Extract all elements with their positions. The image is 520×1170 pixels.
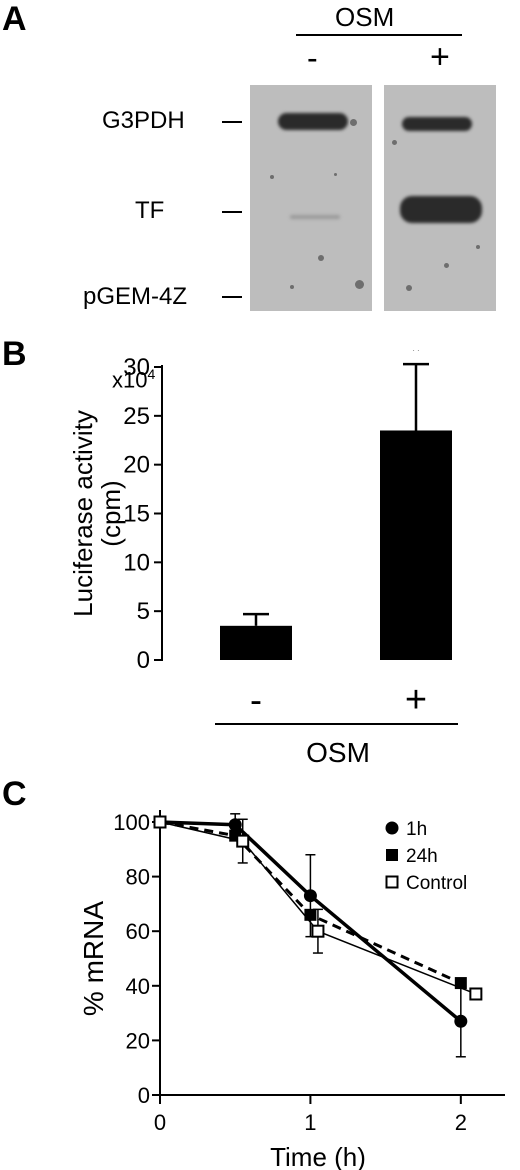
legend-marker-1h xyxy=(385,821,399,835)
legend-label-1h: 1h xyxy=(406,819,427,840)
y-tick-label: 80 xyxy=(126,865,150,890)
x-tick-label: 1 xyxy=(304,1110,316,1135)
row-tick-tf xyxy=(222,211,242,213)
osm-bracket-line xyxy=(296,34,462,36)
multiplier-exponent: 4 xyxy=(147,366,156,382)
y-axis-label: Luciferase activity(cpm) xyxy=(68,410,126,617)
gel-speck xyxy=(350,119,357,126)
y-tick-label: 60 xyxy=(126,919,150,944)
y-tick-label: 40 xyxy=(126,974,150,999)
y-axis-label-line1: Luciferase activity xyxy=(68,410,98,617)
series-line-control xyxy=(159,821,477,995)
luciferase-bar-chart: 0 5 10 15 20 25 30 - + * OSM Luciferase activity(cp… xyxy=(68,350,458,768)
data-point-control xyxy=(469,987,483,1001)
multiplier-base: x10 xyxy=(112,367,148,393)
legend-marker-24h xyxy=(386,849,398,861)
x-tick-label: 2 xyxy=(455,1110,467,1135)
y-tick-label: 15 xyxy=(123,501,150,528)
osm-treatment-label: OSM xyxy=(335,2,395,32)
gel-speck xyxy=(334,173,337,176)
gel-speck xyxy=(318,255,324,261)
gel-lane-minus xyxy=(250,85,372,311)
bar-plus xyxy=(380,430,452,660)
tf-band-plus xyxy=(400,196,482,223)
gel-speck xyxy=(444,263,449,268)
mrna-decay-chart: 0 20 40 60 80 100 0 1 2 Time (h) % mRNA 1h 24h Contro… xyxy=(78,810,505,1170)
panel-c-letter: C xyxy=(2,775,27,813)
y-tick-label: 10 xyxy=(123,549,150,576)
tf-band-minus-faint xyxy=(290,215,340,219)
legend-marker-control xyxy=(385,875,399,889)
data-point-24h xyxy=(454,977,467,990)
gel-speck xyxy=(270,175,274,179)
y-tick-label: 5 xyxy=(137,598,150,625)
gel-speck xyxy=(290,285,294,289)
bar-minus xyxy=(220,625,292,660)
y-tick-label: 20 xyxy=(126,1028,150,1053)
legend-label-24h: 24h xyxy=(406,846,438,867)
row-label-g3pdh: G3PDH xyxy=(102,107,185,134)
row-label-tf: TF xyxy=(135,197,165,224)
gel-speck xyxy=(355,280,364,289)
gel-speck xyxy=(476,245,480,249)
y-tick-label: 100 xyxy=(113,810,150,835)
x-category-label: - xyxy=(250,679,262,720)
data-point-24h xyxy=(304,908,317,921)
y-tick-label: 25 xyxy=(123,403,150,430)
y-tick-label: 30 xyxy=(123,354,150,381)
gel-speck xyxy=(392,140,397,145)
g3pdh-band-plus xyxy=(402,117,472,131)
x-axis-label: Time (h) xyxy=(270,1142,366,1170)
y-tick-label: 0 xyxy=(137,647,150,674)
row-tick-g3pdh xyxy=(222,121,242,123)
panel-b-letter: B xyxy=(2,335,27,373)
data-point-control xyxy=(153,815,167,829)
legend-label-control: Control xyxy=(406,873,467,894)
y-axis-label-line2: (cpm) xyxy=(96,480,126,546)
lane-label-plus: + xyxy=(430,38,450,76)
row-label-pgem4z: pGEM-4Z xyxy=(83,283,188,310)
data-point-1h xyxy=(228,818,242,832)
row-tick-pgem4z xyxy=(222,296,242,298)
y-multiplier: x104 xyxy=(112,366,155,393)
x-category-label: + xyxy=(405,679,427,721)
data-point-control xyxy=(236,834,250,848)
series-line-24h xyxy=(159,820,462,985)
y-tick-label: 20 xyxy=(123,452,150,479)
y-tick-label: 0 xyxy=(138,1083,150,1108)
significance-asterisk: * xyxy=(410,350,422,367)
gel-lane-plus xyxy=(384,85,496,311)
x-axis-label: OSM xyxy=(306,737,370,768)
gel-speck xyxy=(406,285,412,291)
data-point-1h xyxy=(454,1014,468,1028)
g3pdh-band-minus xyxy=(278,113,348,130)
data-point-control xyxy=(311,924,325,938)
panel-a-letter: A xyxy=(2,0,27,38)
y-axis-label: % mRNA xyxy=(78,901,109,1016)
data-point-1h xyxy=(303,889,317,903)
x-tick-label: 0 xyxy=(154,1110,166,1135)
lane-label-minus: - xyxy=(307,40,318,76)
